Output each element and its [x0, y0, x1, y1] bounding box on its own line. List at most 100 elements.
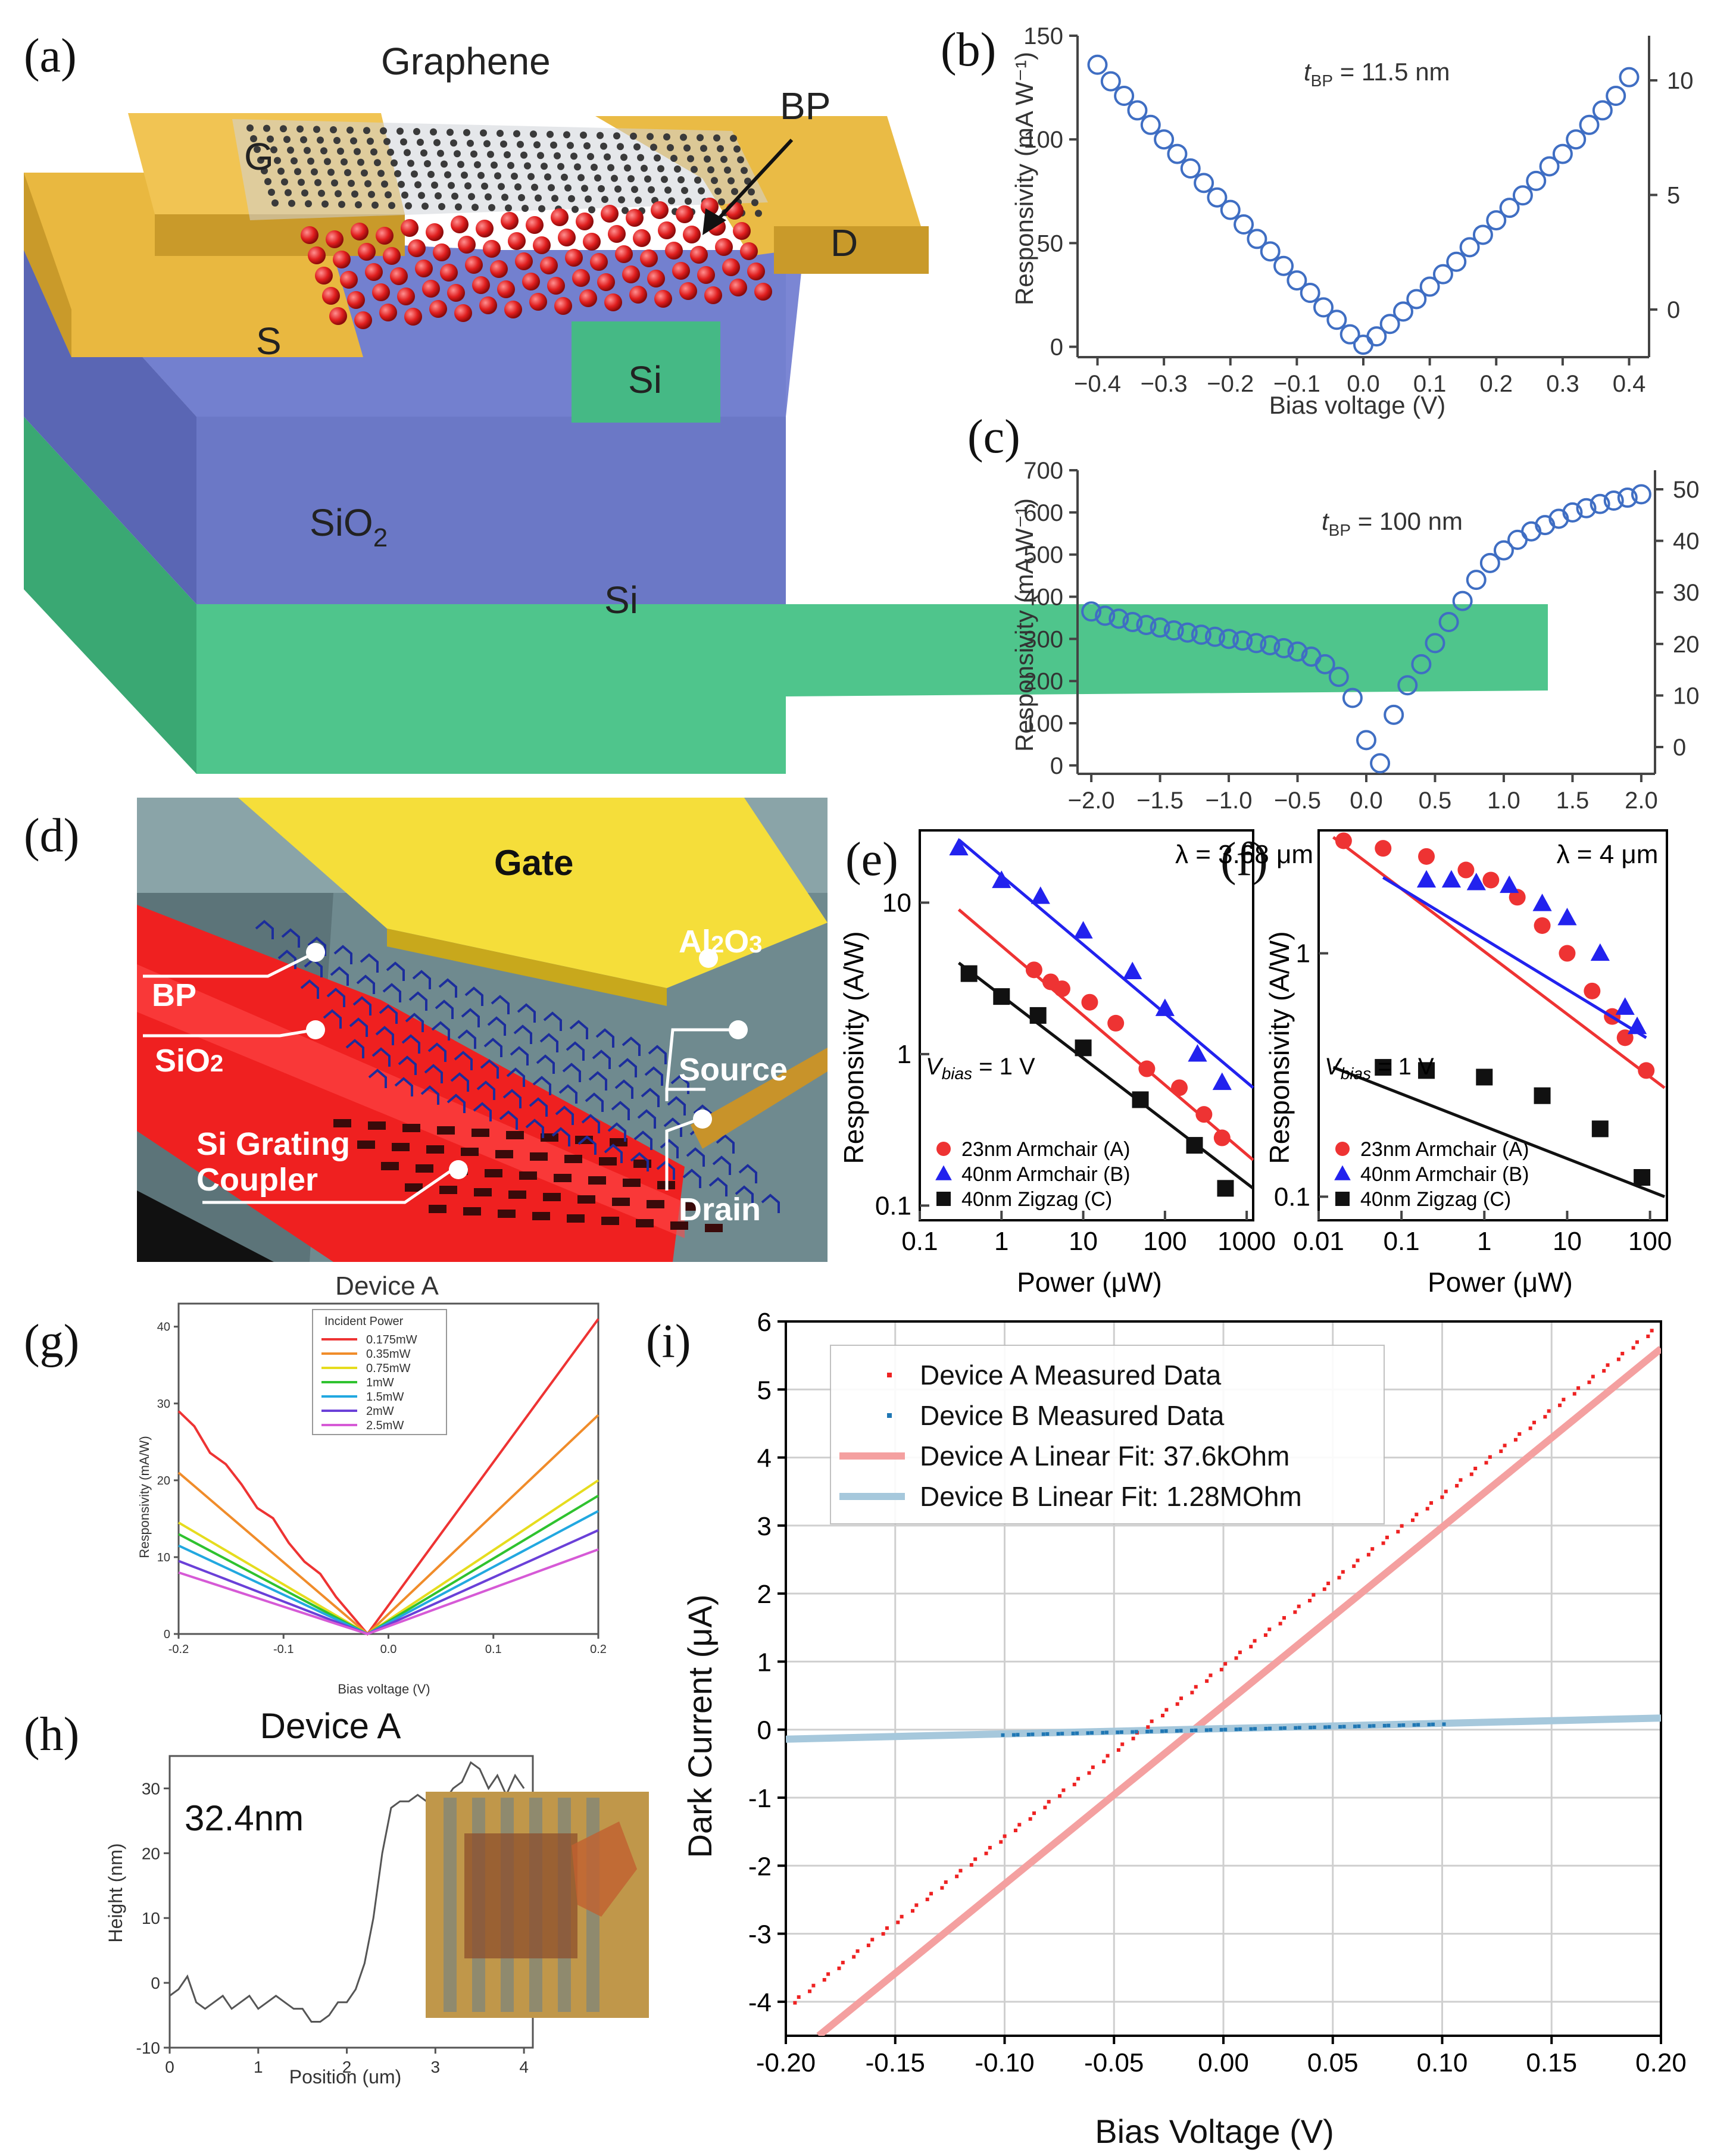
chart-c-point — [1219, 629, 1239, 649]
graphene-atom — [457, 161, 464, 168]
graphene-atom — [617, 143, 624, 151]
graphene-atom — [351, 190, 358, 198]
chart-i-ylabel: Dark Current (μA) — [681, 1595, 719, 1858]
bp-bond — [368, 1068, 387, 1088]
chart-i-data-point — [1204, 1728, 1209, 1732]
graphene-atom — [635, 196, 642, 204]
chart-e-point — [949, 838, 969, 855]
chart-i-data-point — [885, 1926, 889, 1930]
graphene-atom — [313, 126, 320, 133]
graphene-atom — [367, 138, 374, 145]
bp-bond — [323, 1009, 342, 1029]
graphene-atom — [346, 126, 354, 134]
graphene-atom — [563, 131, 570, 139]
chart-b-xtick-label: 0.4 — [1613, 371, 1646, 397]
chart-c-point — [1260, 635, 1281, 655]
chart-b-point — [1419, 276, 1440, 297]
chart-c-point — [1452, 590, 1473, 611]
graphene-atom — [435, 192, 442, 199]
bp-bond — [304, 958, 323, 977]
panel-label-c: (c) — [967, 411, 1020, 463]
bp-atom — [408, 239, 426, 257]
chart-i-data-point — [1089, 1731, 1094, 1735]
bp-bond — [588, 1071, 607, 1091]
chart-i-data-point — [1238, 1650, 1242, 1654]
bp-bond — [637, 1109, 656, 1129]
chart-f-xtick-label: 0.01 — [1293, 1227, 1344, 1256]
chart-e-legend-marker — [935, 1165, 952, 1180]
graphene-atom — [431, 182, 438, 189]
graphene-atom — [424, 160, 431, 167]
chart-i-data-point — [1219, 1667, 1223, 1671]
bp-bond — [499, 1110, 518, 1130]
bp-bond — [592, 1049, 611, 1069]
graphene-atom — [641, 164, 648, 172]
chart-i-data-point — [973, 1857, 978, 1861]
graphene-atom — [624, 164, 631, 172]
graphene-atom — [307, 157, 314, 165]
chart-i-ytick-label: 0 — [757, 1716, 772, 1745]
chart-e-xtick-label: 10 — [1069, 1227, 1098, 1256]
graphene-atom — [514, 183, 522, 190]
gate-label-d: Gate — [494, 843, 573, 883]
bp-bond — [539, 1033, 558, 1052]
chart-i-data-point — [1205, 1679, 1209, 1683]
chart-b-xtick-label: 0.3 — [1546, 371, 1579, 397]
chart-e-point — [1138, 1060, 1156, 1077]
chart-c-xtick-label: 2.0 — [1625, 788, 1658, 814]
bp-bond — [506, 1067, 525, 1087]
chart-c-xtick-label: 0.0 — [1350, 788, 1383, 814]
chart-e-fit-line — [957, 908, 1254, 1161]
bp-atom — [501, 212, 519, 230]
chart-g-legend-box — [312, 1309, 447, 1435]
grating-slot — [612, 1198, 630, 1206]
chart-h-xtick-label: 0 — [165, 2058, 174, 2076]
chart-h-ytick-label: 20 — [142, 1844, 160, 1863]
chart-e-bias: Vbias = 1 V — [926, 1054, 1035, 1083]
chart-i-data-point — [852, 1955, 856, 1959]
bp-bond — [761, 1193, 780, 1213]
graphene-label: Graphene — [381, 40, 551, 83]
chart-b-point — [1606, 86, 1626, 107]
chart-i-legend-marker — [887, 1373, 892, 1377]
chart-c-y2tick-label: 0 — [1673, 735, 1686, 761]
bp-bond — [379, 1004, 398, 1024]
chart-e-point — [993, 988, 1010, 1005]
chart-i-ytick-label: -3 — [748, 1920, 772, 1949]
graphene-atom — [737, 156, 744, 164]
graphene-atom — [668, 197, 675, 205]
graphene-atom — [257, 157, 264, 164]
bp-bond — [473, 1102, 492, 1121]
graphene-atom — [305, 200, 312, 208]
chart-i-data-point — [837, 1966, 841, 1970]
chart-i-data-point — [1001, 1733, 1005, 1737]
chart-c-ytick-label: 500 — [1023, 542, 1063, 568]
graphene-atom — [524, 162, 531, 170]
grating-slot — [439, 1186, 457, 1194]
graphene-atom — [711, 177, 718, 185]
graphene-atom — [483, 140, 491, 148]
bp-bond — [517, 1003, 536, 1023]
graphene-atom — [627, 175, 635, 183]
bp-bond — [487, 1016, 506, 1036]
chart-i-data-point — [1341, 1570, 1345, 1574]
chart-c-responsivity-100nm: −2.0 −1.5 −1.0 −0.5 0.0 0.5 1.0 1.5 2.0010020030… — [1023, 458, 1699, 814]
chart-i-ytick-label: 2 — [757, 1580, 772, 1609]
chart-e-ylabel: Responsivity (A/W) — [838, 931, 869, 1164]
chart-i-data-point — [1175, 1702, 1179, 1706]
chart-b-xtick-label: −0.3 — [1141, 371, 1188, 397]
chart-i-data-point — [1016, 1733, 1020, 1737]
chart-i-data-point — [1209, 1728, 1213, 1732]
chart-g-series-line — [177, 1479, 599, 1636]
chart-i-data-point — [1631, 1346, 1635, 1350]
chart-i-legend-label: Device A Linear Fit: 37.6kOhm — [920, 1441, 1289, 1471]
chart-c-y2tick-label: 10 — [1673, 683, 1700, 709]
graphene-atom — [400, 138, 407, 146]
chart-e-title: λ = 3.68 μm — [1175, 840, 1313, 869]
chart-b-point — [1446, 251, 1467, 272]
graphene-sheet — [232, 119, 768, 220]
grating-slot — [623, 1179, 641, 1187]
si-substrate-left — [24, 417, 196, 774]
chart-f-legend-label: 40nm Armchair (B) — [1360, 1163, 1529, 1186]
chart-i-data-point — [1499, 1449, 1503, 1454]
